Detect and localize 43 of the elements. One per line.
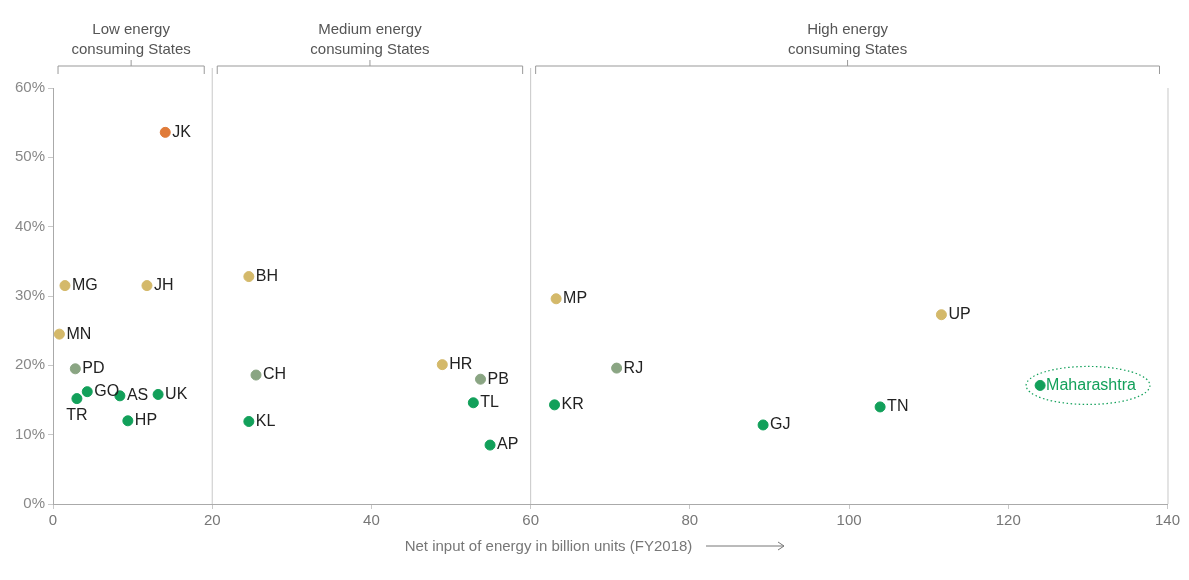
annotation: GO xyxy=(94,382,120,400)
x-tick-label: 0 xyxy=(48,511,58,529)
annotation: AP xyxy=(497,435,519,453)
annotation: JH xyxy=(153,276,174,294)
text: Medium energy consuming States xyxy=(310,20,430,57)
text: High energy consuming States xyxy=(787,20,908,57)
x-tick-label: 140 xyxy=(1154,511,1180,529)
x-tick-label: 20 xyxy=(203,511,221,529)
annotation: GJ xyxy=(770,415,791,433)
y-tick-label: 0% xyxy=(23,494,46,512)
y-tick-label: 20% xyxy=(14,355,46,373)
annotation: UP xyxy=(948,305,971,323)
annotation: HR xyxy=(449,355,473,373)
x-tick-label: 40 xyxy=(363,511,380,529)
y-tick-label: 40% xyxy=(14,216,46,234)
annotation: BH xyxy=(255,266,279,284)
x-tick-label: 100 xyxy=(836,511,862,529)
x-tick-label: 120 xyxy=(995,511,1021,529)
annotation: RJ xyxy=(623,358,644,376)
annotation: TL xyxy=(480,393,500,411)
annotation: PD xyxy=(82,359,105,377)
x-tick-label: 80 xyxy=(681,511,699,529)
annotation: MP xyxy=(563,289,588,307)
annotation: HP xyxy=(134,411,158,429)
x-axis-title: Net input of energy in billion units (FY2018) xyxy=(404,537,693,554)
annotation: TN xyxy=(887,397,909,415)
annotation: PB xyxy=(487,369,509,387)
annotation: MG xyxy=(71,276,98,294)
x-tick-label: 60 xyxy=(522,511,539,529)
annotation: UK xyxy=(165,384,188,402)
annotation: KR xyxy=(561,395,584,413)
y-tick-label: 60% xyxy=(14,78,46,96)
text: Low energy consuming States xyxy=(71,20,191,57)
annotation: AS xyxy=(126,386,149,404)
series-label: Maharashtra xyxy=(1046,375,1137,393)
annotation: KL xyxy=(255,411,276,429)
annotation: CH xyxy=(263,365,287,383)
annotation: MN xyxy=(66,324,92,342)
y-tick-label: 30% xyxy=(14,286,46,304)
y-tick-label: 10% xyxy=(14,424,46,442)
annotation: JK xyxy=(172,122,192,140)
annotation: TR xyxy=(66,406,88,424)
y-tick-label: 50% xyxy=(14,147,46,165)
